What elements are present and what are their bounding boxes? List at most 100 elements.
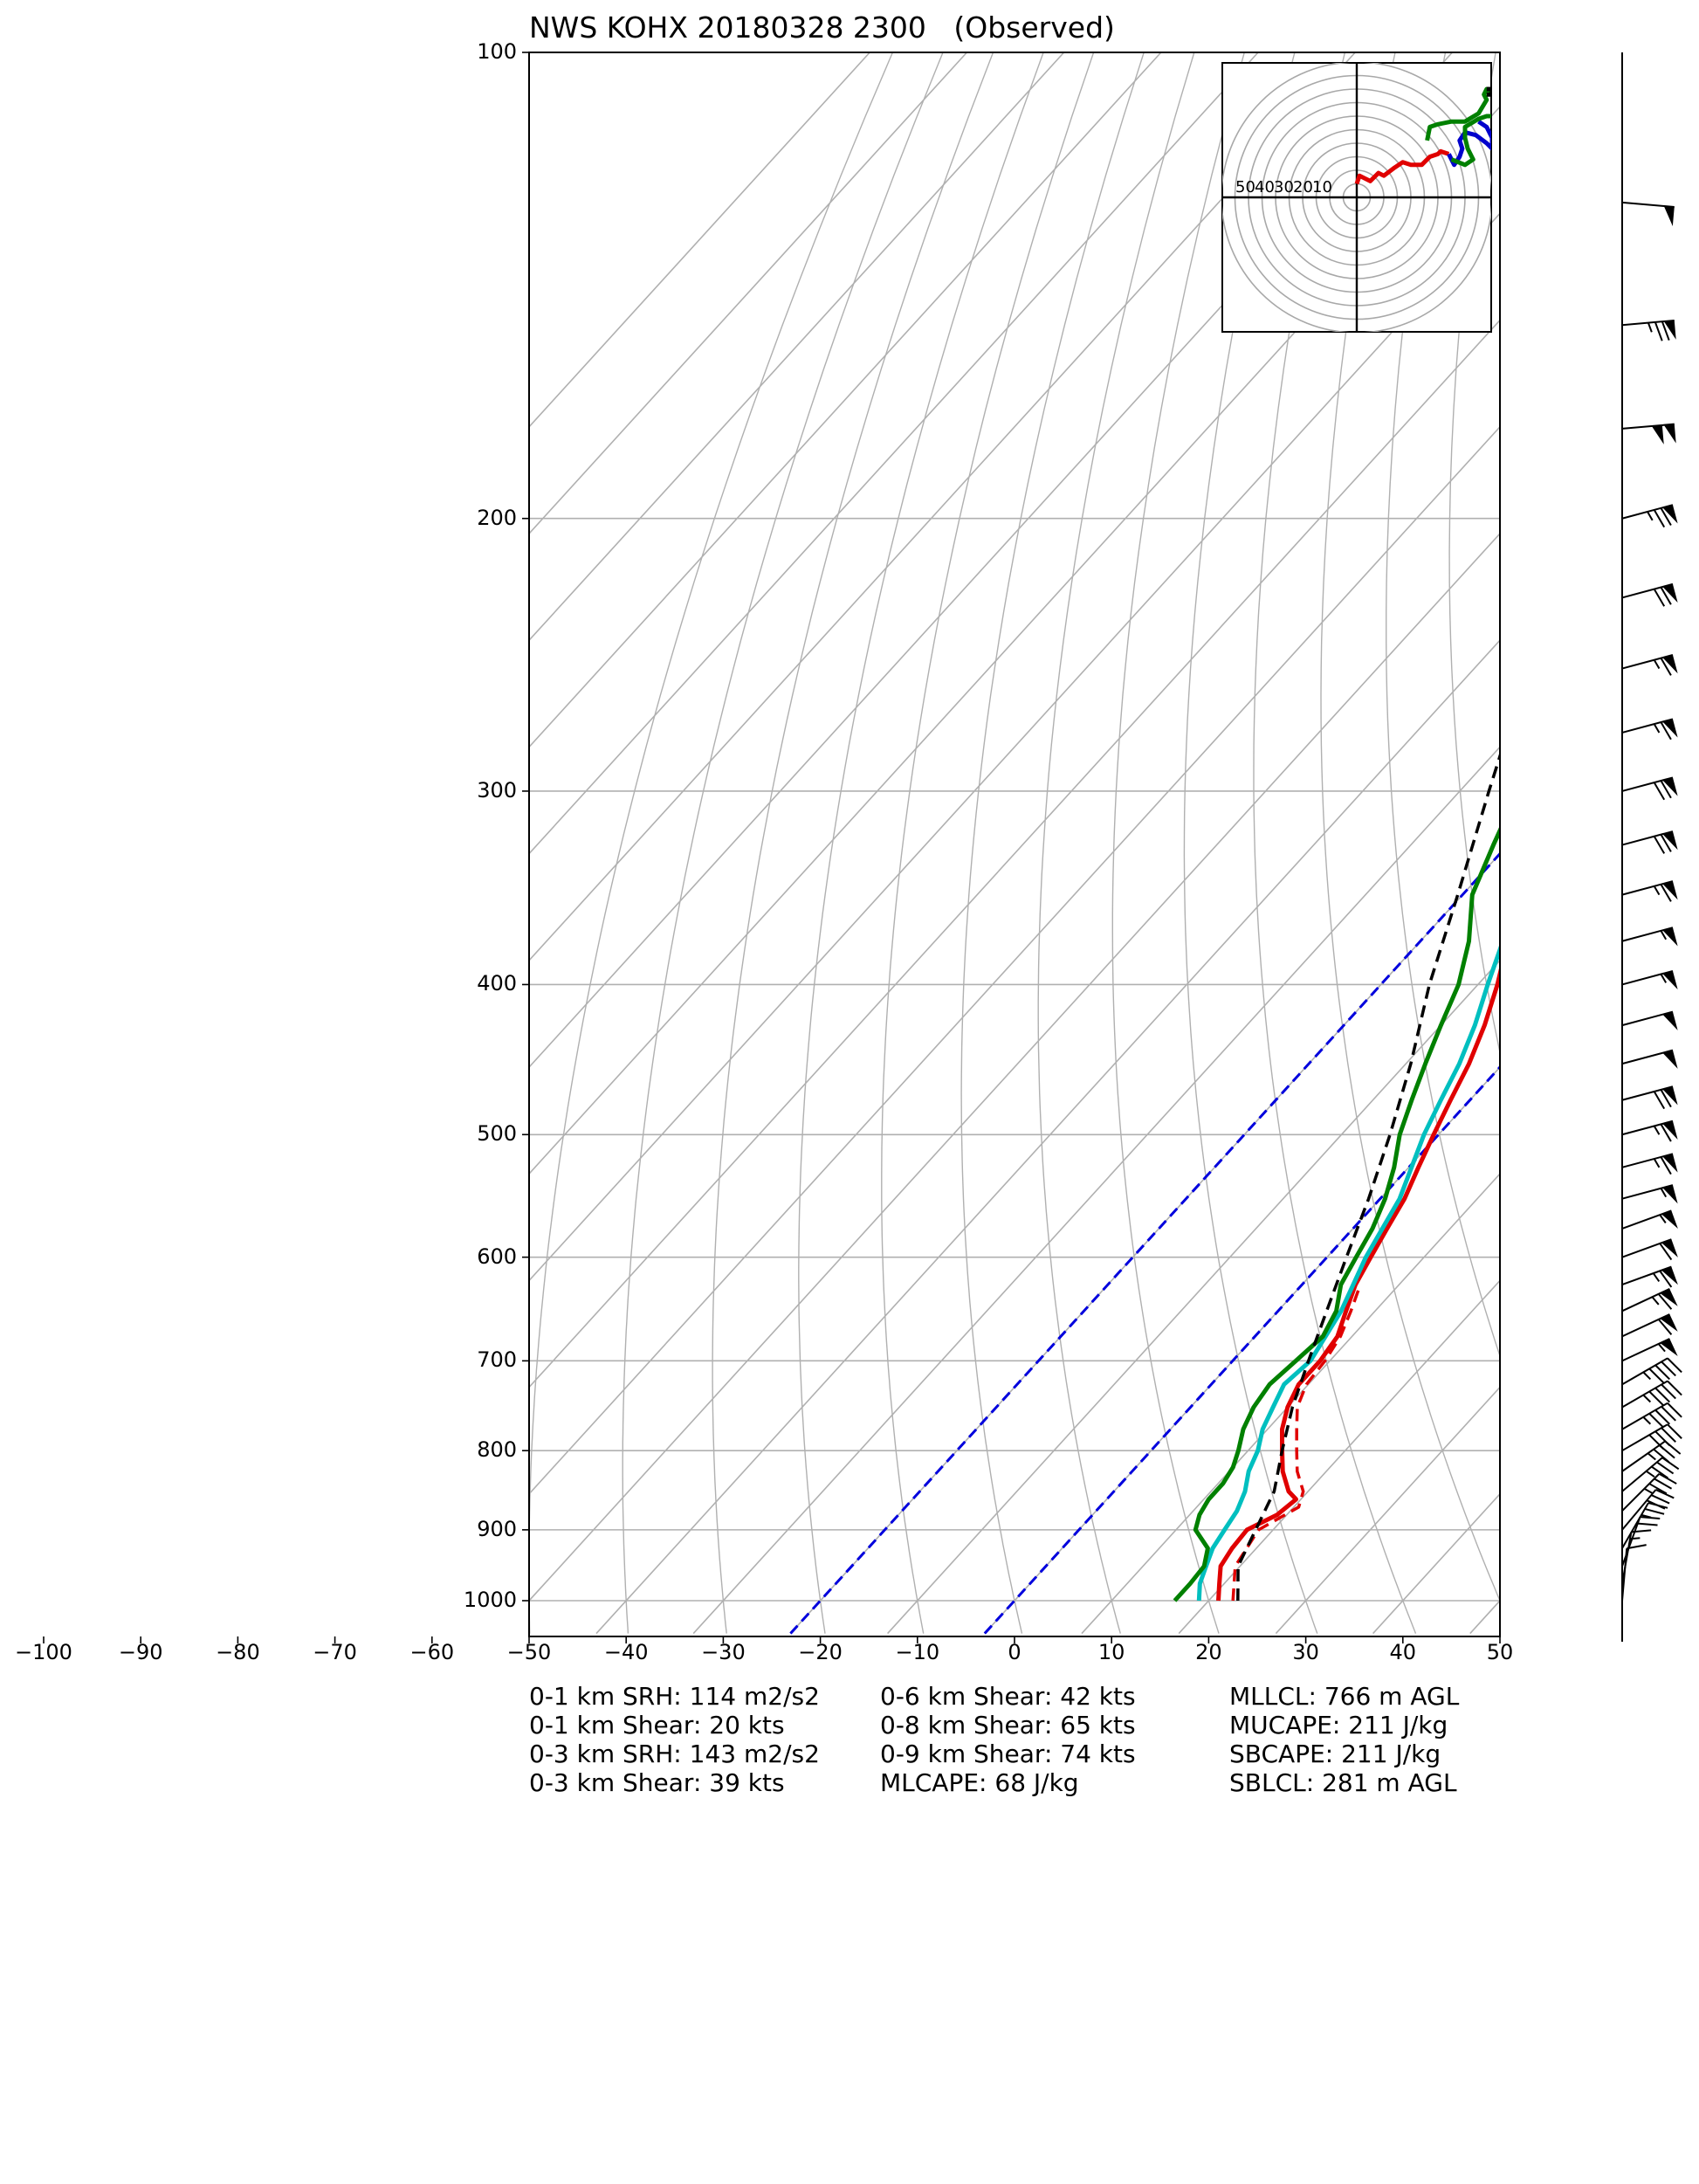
wind-barb-shaft <box>1621 1423 1668 1452</box>
params-column-2: 0-6 km Shear: 42 kts 0-8 km Shear: 65 kt… <box>880 1682 1136 1797</box>
wind-barb <box>1621 1338 1678 1362</box>
wind-barb-feather <box>1653 509 1666 528</box>
wind-barb-pennant <box>1662 505 1678 524</box>
wind-barb-feather <box>1667 1357 1682 1374</box>
wind-barb-half-feather <box>1653 659 1661 670</box>
isotherm-line <box>529 425 1500 1495</box>
wind-barb-shaft <box>1621 201 1675 209</box>
wind-barb-pennant <box>1660 1313 1678 1332</box>
wind-barb-half-feather <box>1642 1416 1652 1425</box>
wind-barb <box>1621 1238 1678 1261</box>
wind-barb-pennant <box>1662 583 1678 603</box>
wind-barb <box>1621 1380 1682 1409</box>
wind-barb-feather <box>1653 836 1666 854</box>
wind-barb <box>1621 654 1678 676</box>
temperature-tick-label: −50 <box>506 1640 552 1664</box>
wind-barb-shaft <box>1621 1338 1670 1362</box>
wind-barb-pennant <box>1651 424 1664 444</box>
wind-barb <box>1621 1153 1678 1175</box>
hodograph-trace <box>1447 120 1491 168</box>
wind-barb-shaft <box>1621 1532 1633 1584</box>
hodograph-trace <box>1425 86 1491 141</box>
wind-barb-feather <box>1651 1465 1669 1479</box>
temperature-tick-label: 10 <box>1097 1640 1125 1664</box>
wind-barb-half-feather <box>1646 1470 1655 1478</box>
dry-adiabat-line <box>1511 52 1699 1634</box>
wind-barb-pennant <box>1662 1011 1678 1030</box>
hodograph-trace <box>1486 86 1491 97</box>
param-line: 0-3 km SRH: 143 m2/s2 <box>529 1740 820 1768</box>
wind-barb-pennant <box>1662 1050 1678 1069</box>
wind-barb <box>1621 1010 1678 1030</box>
wind-barb <box>1621 1184 1678 1204</box>
wind-barb-half-feather <box>1660 1188 1668 1198</box>
wind-barb-feather <box>1654 1364 1671 1381</box>
wind-barb-shaft <box>1621 1516 1641 1567</box>
wind-barb-pennant <box>1662 881 1678 900</box>
hodograph-trace <box>1354 148 1450 185</box>
isotherm-line <box>529 52 1259 855</box>
wind-barb-feather <box>1648 1434 1665 1450</box>
pressure-tick-label: 800 <box>477 1437 517 1463</box>
wind-barb <box>1621 1313 1678 1338</box>
wind-barb-pennant <box>1663 320 1676 340</box>
wind-barb-shaft <box>1621 423 1675 430</box>
dry-adiabat-line <box>1571 52 1699 1634</box>
wind-barb-feather <box>1661 1406 1676 1422</box>
wind-barb-feather <box>1659 1243 1673 1261</box>
wind-barb-feather <box>1653 1448 1670 1463</box>
reference-isotherm <box>789 851 1500 1635</box>
wind-barb-feather <box>1654 1409 1671 1425</box>
wind-barb-pennant <box>1662 1086 1678 1106</box>
wind-barb-pennant <box>1662 831 1678 851</box>
wind-barb-half-feather <box>1642 1394 1652 1403</box>
wind-barb-feather <box>1660 1089 1672 1108</box>
wind-barb-half-feather <box>1651 1296 1660 1306</box>
params-column-1: 0-1 km SRH: 114 m2/s2 0-1 km Shear: 20 k… <box>529 1682 820 1797</box>
hodograph-ring-label: 30 <box>1274 178 1294 196</box>
chart-title: NWS KOHX 20180328 2300 (Observed) <box>529 10 1115 45</box>
isotherm-line <box>529 52 1454 1069</box>
wind-barb-feather <box>1667 1380 1682 1396</box>
wind-barb-feather <box>1661 1383 1676 1400</box>
temperature-tick-label: −100 <box>15 1640 72 1664</box>
wind-barb-feather <box>1656 1461 1675 1475</box>
wind-barb-feather <box>1653 589 1666 607</box>
temperature-tick-label: −90 <box>118 1640 163 1664</box>
wind-barb-half-feather <box>1659 1214 1667 1224</box>
pressure-tick-label: 900 <box>477 1516 517 1541</box>
wind-barb <box>1621 830 1678 854</box>
wind-barb-feather <box>1648 1390 1665 1407</box>
wind-barb-feather <box>1660 587 1672 605</box>
wind-barb <box>1621 1120 1678 1142</box>
wind-barb-feather <box>1644 1507 1665 1515</box>
wind-barb-pennant <box>1662 970 1678 990</box>
dry-adiabat-line <box>712 52 994 1634</box>
pressure-tick-label: 200 <box>477 505 517 530</box>
wind-barb-pennant <box>1662 1154 1678 1173</box>
dry-adiabat-line <box>529 52 894 1634</box>
pressure-tick-label: 300 <box>477 777 517 803</box>
wind-barb-pennant <box>1663 424 1676 444</box>
wind-barb-pennant <box>1662 1185 1678 1204</box>
grid-layer <box>529 52 1699 1635</box>
wind-barb-shaft <box>1621 1502 1649 1549</box>
hodograph-ring-label: 10 <box>1312 178 1332 196</box>
profile-trace <box>1173 825 1500 1602</box>
wind-barb <box>1621 776 1678 801</box>
wind-barb-feather <box>1661 1361 1676 1377</box>
wind-barb <box>1621 1265 1678 1288</box>
dry-adiabat-line <box>622 52 944 1634</box>
wind-barb <box>1621 1288 1678 1312</box>
dry-adiabat-line <box>1253 52 1417 1634</box>
temperature-tick-label: −10 <box>895 1640 940 1664</box>
wind-barb <box>1621 582 1678 607</box>
temperature-tick-label: −20 <box>798 1640 843 1664</box>
wind-barb-feather <box>1660 721 1672 741</box>
param-line: 0-3 km Shear: 39 kts <box>529 1768 785 1797</box>
wind-barb <box>1621 504 1678 528</box>
dry-adiabat-line <box>1183 52 1318 1634</box>
wind-barb-half-feather <box>1653 885 1661 896</box>
hodograph-ring-label: 40 <box>1255 178 1275 196</box>
wind-barb-shaft <box>1621 1473 1661 1512</box>
